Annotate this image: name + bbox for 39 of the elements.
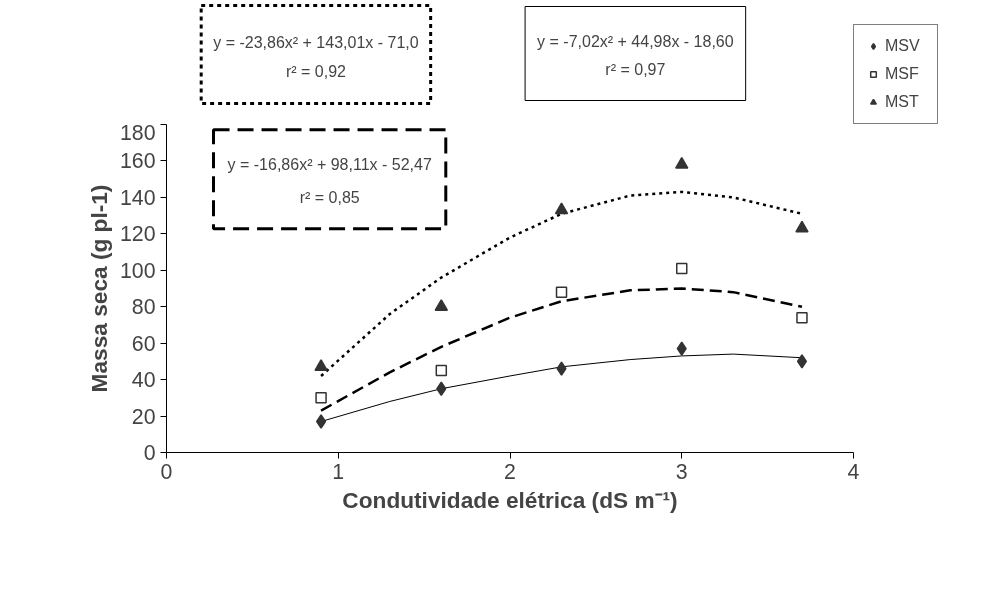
- y-tick-label: 180: [119, 120, 156, 145]
- y-tick-label: 140: [119, 185, 156, 210]
- point: [676, 262, 688, 275]
- annotation: y = -16,86x² + 98,11x - 52,47 r² = 0,85: [227, 155, 432, 206]
- point: [554, 202, 569, 215]
- legend-label: MSV: [885, 37, 921, 55]
- x-tick-label: 2: [504, 459, 516, 484]
- text: y = -7,02x² + 44,98x - 18,60 r² = 0,97: [537, 32, 734, 78]
- y-tick-label: 20: [131, 404, 156, 429]
- y-axis-title: Massa seca (g pl-1): [85, 184, 112, 393]
- y-tick-label: 80: [131, 295, 156, 320]
- text: y = -23,86x² + 143,01x - 71,0 r² = 0,92: [213, 33, 419, 80]
- point: [556, 361, 567, 376]
- point: [315, 392, 327, 404]
- point: [315, 414, 327, 429]
- point: [796, 311, 808, 324]
- y-tick-label: 40: [131, 368, 156, 393]
- point: [676, 341, 687, 356]
- x-tick-label: 0: [160, 459, 173, 484]
- x-tick-label: 4: [847, 459, 860, 484]
- point: [314, 359, 328, 372]
- point: [435, 364, 448, 377]
- point: [796, 354, 808, 369]
- line-series: [319, 287, 804, 412]
- x-tick-label: 1: [332, 459, 345, 484]
- y-tick-label: 120: [119, 222, 156, 247]
- y-tick-label: 100: [119, 258, 156, 283]
- point: [434, 299, 449, 311]
- y-tick-label: 60: [131, 331, 156, 356]
- point: [675, 156, 689, 169]
- y-tick-label: 160: [119, 149, 156, 174]
- legend-label: MSF: [885, 65, 920, 83]
- x-axis-title: Condutividade elétrica (dS m⁻¹): [342, 486, 678, 513]
- x-tick-label: 3: [675, 459, 688, 484]
- legend-label: MST: [885, 93, 920, 111]
- point: [795, 220, 809, 233]
- y-tick-label: 0: [143, 441, 156, 465]
- point: [555, 286, 568, 298]
- point: [436, 381, 447, 396]
